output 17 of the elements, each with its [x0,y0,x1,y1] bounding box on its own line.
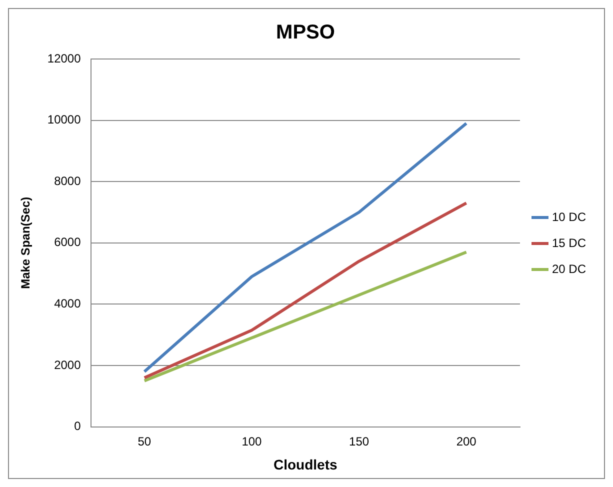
y-tick-label: 0 [74,419,82,434]
y-tick-label: 8000 [54,174,82,188]
legend-label: 10 DC [552,210,586,224]
y-tick-label: 12000 [47,51,82,66]
y-tick-label: 6000 [54,235,82,250]
y-axis-title: Make Span(Sec) [18,196,33,289]
legend-label: 15 DC [552,236,586,250]
x-axis-title: Cloudlets [273,456,338,472]
x-tick-label: 50 [138,434,152,448]
y-tick-label: 4000 [54,296,82,311]
y-tick-label: 10000 [47,112,82,127]
chart-title: MPSO [276,22,335,44]
y-tick-label: 2000 [54,358,82,372]
legend-label: 20 DC [552,262,586,276]
x-tick-label: 200 [456,434,477,448]
x-tick-label: 100 [242,434,262,448]
x-tick-label: 150 [349,434,370,448]
